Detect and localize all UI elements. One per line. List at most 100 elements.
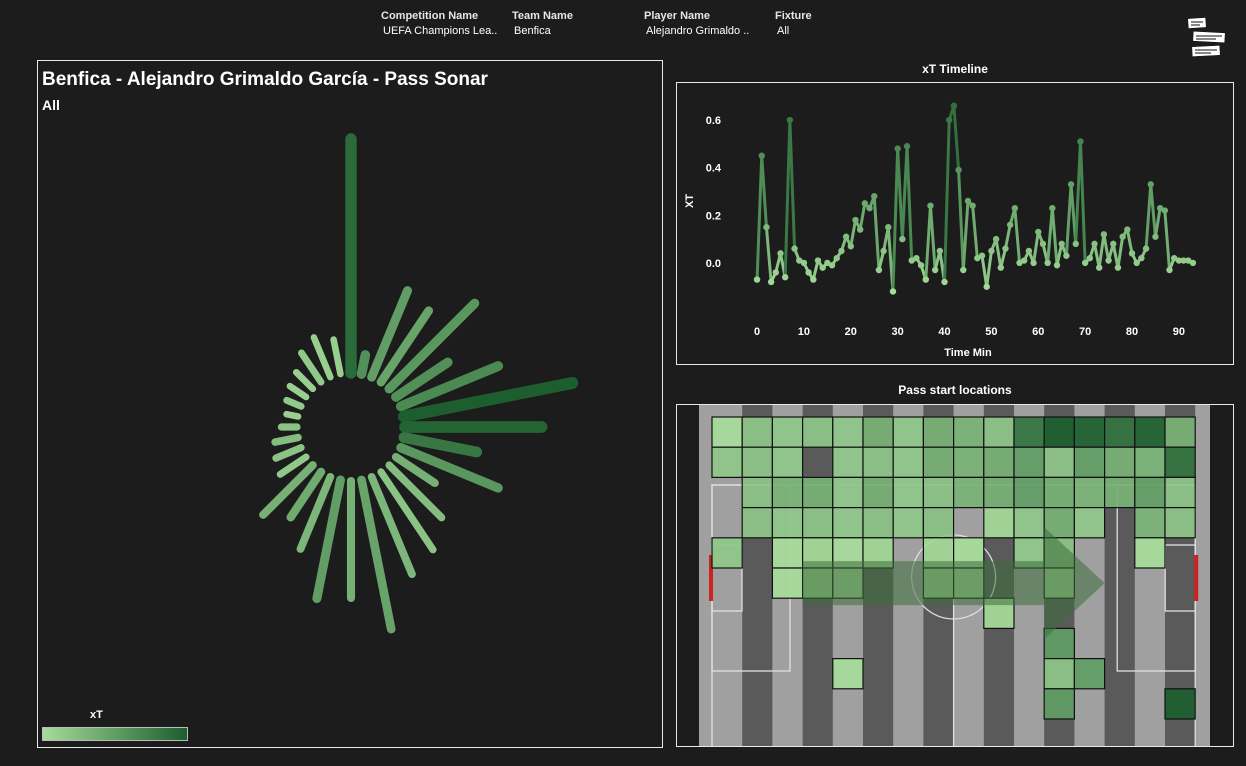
sonar-bar: [272, 444, 305, 462]
heatmap-cell: [983, 446, 1015, 479]
data-point: [1152, 233, 1159, 240]
data-point: [1030, 259, 1037, 267]
data-point: [992, 235, 1000, 243]
heatmap-cell: [1104, 476, 1136, 509]
data-point: [866, 204, 873, 212]
sonar-bar: [397, 376, 579, 423]
heatmap-cell: [1134, 476, 1166, 509]
series-line-segment: [811, 259, 820, 282]
data-point: [1114, 264, 1122, 271]
data-point: [1002, 245, 1009, 252]
heatmap-cell: [983, 416, 1015, 448]
y-tick-label: 0.6: [706, 115, 721, 127]
filter-competition[interactable]: Competition Name UEFA Champions Lea..: [381, 9, 497, 39]
heatmap-cell: [1073, 446, 1106, 479]
series-line-segment: [1078, 139, 1087, 265]
data-point: [810, 276, 817, 283]
data-point: [842, 233, 850, 240]
sonar-bar: [310, 334, 334, 381]
data-point: [885, 223, 892, 231]
brand-logo: [1187, 17, 1226, 58]
heatmap-cell: [741, 416, 773, 448]
right-goal: [1194, 555, 1199, 601]
data-point: [1105, 257, 1112, 264]
data-point: [880, 247, 887, 255]
filter-team-label: Team Name: [512, 10, 573, 22]
sonar-bar: [296, 472, 335, 553]
heatmap-cell: [771, 537, 804, 569]
x-axis-label: Time Min: [944, 347, 992, 359]
heatmap-cell: [892, 416, 924, 448]
heatmap-cell: [832, 476, 864, 509]
heatmap-cell: [832, 416, 864, 448]
heatmap-cell: [892, 476, 924, 509]
series-line-segment: [1116, 235, 1125, 270]
left-goal: [709, 555, 713, 601]
heatmap-cell: [953, 416, 985, 448]
heatmap-cell: [922, 476, 955, 509]
data-point: [931, 266, 939, 274]
data-point: [1180, 257, 1187, 264]
filter-team[interactable]: Team Name Benfica: [512, 9, 573, 39]
series-line-segment: [1003, 223, 1012, 251]
data-point: [819, 264, 826, 271]
filter-player-value[interactable]: Alejandro Grimaldo ..: [646, 25, 750, 37]
sonar-bar: [292, 368, 317, 393]
heatmap-cell: [922, 506, 955, 539]
series-line-segment: [1144, 182, 1153, 251]
x-tick-label: 70: [1079, 326, 1091, 338]
pitch-title: Pass start locations: [898, 383, 1012, 397]
heatmap-cell: [771, 567, 804, 599]
heatmap-cell: [862, 446, 894, 479]
series-line-segment: [849, 218, 857, 248]
sonar-bar: [283, 396, 305, 410]
filter-fixture-value[interactable]: All: [777, 25, 790, 37]
heatmap-cell: [1073, 658, 1106, 690]
heatmap-cell: [953, 446, 985, 479]
data-point: [861, 200, 869, 207]
data-point: [1128, 250, 1136, 257]
sonar-subtitle: All: [42, 97, 60, 113]
sonar-bar: [398, 432, 483, 458]
data-point: [1142, 245, 1150, 252]
heatmap-cell: [1104, 416, 1136, 448]
heatmap-cell: [1134, 537, 1166, 569]
sonar-bar: [312, 475, 345, 604]
heatmap-cell: [771, 416, 804, 448]
heatmap-cell: [1043, 476, 1076, 509]
sonar-bar: [276, 453, 310, 478]
data-point: [941, 278, 948, 286]
heatmap-cell: [832, 658, 864, 690]
heatmap-cell: [1013, 476, 1045, 509]
heatmap-cell: [1134, 446, 1166, 479]
data-point: [1072, 240, 1079, 248]
data-point: [805, 269, 812, 276]
data-point: [1138, 254, 1145, 262]
data-point: [800, 259, 808, 267]
data-point: [997, 264, 1004, 271]
series-line-segment: [1013, 206, 1022, 265]
filter-player[interactable]: Player Name Alejandro Grimaldo ..: [644, 9, 749, 39]
heatmap-cell: [832, 506, 864, 539]
heatmap-cell: [1164, 688, 1196, 720]
heatmap-cell: [862, 476, 894, 509]
sonar-bar: [385, 461, 446, 522]
filter-player-label: Player Name: [644, 10, 711, 22]
filter-fixture[interactable]: Fixture All: [775, 9, 812, 39]
sonar-bar: [283, 410, 302, 420]
y-axis-label: XT: [684, 194, 696, 208]
data-point: [1166, 266, 1173, 274]
filter-competition-value[interactable]: UEFA Champions Lea..: [383, 25, 498, 37]
data-point: [1021, 257, 1028, 264]
pass-start-panel: [676, 404, 1234, 747]
series-line-segment: [952, 104, 961, 172]
data-point: [978, 252, 986, 259]
data-point: [922, 276, 929, 283]
series-line-segment: [957, 168, 965, 272]
filter-team-value[interactable]: Benfica: [514, 25, 551, 37]
series-line-segment: [1149, 182, 1157, 239]
xt-legend-title: xT: [90, 709, 103, 721]
data-point: [988, 247, 995, 255]
series-line-segment: [1064, 182, 1073, 258]
data-point: [1096, 264, 1103, 271]
